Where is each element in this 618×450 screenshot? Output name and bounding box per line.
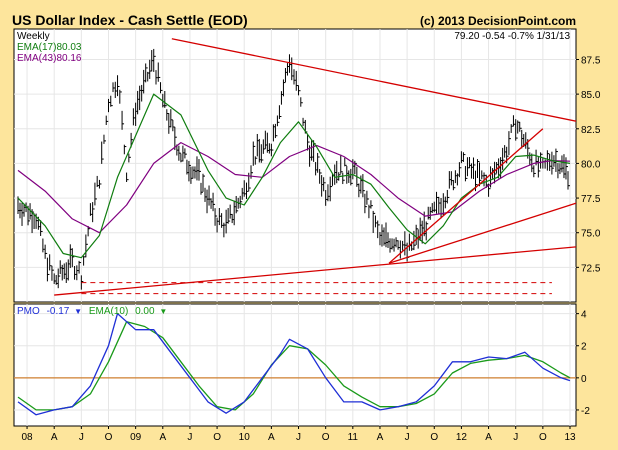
x-tick-label: A xyxy=(485,432,492,443)
pmo-down-arrow-icon: ▼ xyxy=(74,307,82,316)
ema43-legend-value: 80.16 xyxy=(56,53,81,64)
price-y-tick-label: 75.0 xyxy=(581,229,601,240)
price-panel xyxy=(13,28,577,303)
pmo-signal-line xyxy=(17,321,571,411)
trendline xyxy=(388,202,576,264)
x-tick-label: J xyxy=(187,432,192,443)
x-tick-label: J xyxy=(79,432,84,443)
x-tick-label: J xyxy=(405,432,410,443)
x-tick-label: O xyxy=(213,432,221,443)
ema43-legend: EMA(43)80.16 xyxy=(17,53,82,64)
x-tick-label: O xyxy=(539,432,547,443)
x-axis: 08 A J O 09 A J O 10 A J O 11 A J O 12 A J O 13 xyxy=(21,426,576,443)
price-y-tick-label: 72.5 xyxy=(581,263,601,274)
x-tick-label: A xyxy=(159,432,166,443)
pmo-panel xyxy=(13,303,577,427)
x-tick-label: O xyxy=(105,432,113,443)
pmo-ema-legend-value: 0.00 xyxy=(135,306,155,317)
x-tick-label: A xyxy=(377,432,384,443)
price-y-tick-label: 82.5 xyxy=(581,125,601,136)
price-y-axis: 72.5 75.0 77.5 80.0 82.5 85.0 87.5 xyxy=(576,55,601,274)
price-grid xyxy=(14,29,576,302)
ema17-legend: EMA(17)80.03 xyxy=(17,42,82,53)
x-tick-label: 11 xyxy=(348,432,359,443)
pmo-legend-value: -0.17 xyxy=(47,306,70,317)
pmo-y-tick-label: -2 xyxy=(581,406,590,417)
trendline xyxy=(54,246,576,296)
pmo-y-tick-label: 4 xyxy=(581,310,587,321)
pmo-legend-label: PMO xyxy=(17,306,40,317)
x-tick-label: 10 xyxy=(239,432,251,443)
ema17-legend-value: 80.03 xyxy=(56,42,81,53)
ema43-line xyxy=(17,142,571,234)
copyright-text: (c) 2013 DecisionPoint.com xyxy=(420,14,576,28)
ema43-legend-label: EMA(43) xyxy=(17,53,56,64)
price-y-tick-label: 77.5 xyxy=(581,194,601,205)
trendline xyxy=(171,38,576,122)
x-tick-label: A xyxy=(268,432,275,443)
pmo-line xyxy=(17,312,571,416)
x-tick-label: 08 xyxy=(21,432,33,443)
x-tick-label: 13 xyxy=(564,432,576,443)
trendlines xyxy=(54,38,576,296)
pmo-y-axis: -2 0 2 4 xyxy=(576,310,590,417)
x-tick-label: A xyxy=(51,432,58,443)
x-tick-label: 09 xyxy=(130,432,142,443)
x-tick-label: O xyxy=(430,432,438,443)
pmo-legend: PMO -0.17 ▼ EMA(10) 0.00 ▼ xyxy=(17,306,167,317)
x-tick-label: 12 xyxy=(456,432,468,443)
ema17-legend-label: EMA(17) xyxy=(17,42,56,53)
price-y-tick-label: 85.0 xyxy=(581,90,601,101)
quote-text: 79.20 -0.54 -0.7% 1/31/13 xyxy=(454,31,570,42)
pmo-ema-legend-label: EMA(10) xyxy=(89,306,128,317)
x-tick-label: J xyxy=(513,432,518,443)
pmo-y-tick-label: 0 xyxy=(581,374,587,385)
price-layer xyxy=(17,38,576,296)
x-tick-label: O xyxy=(322,432,330,443)
x-tick-label: J xyxy=(296,432,301,443)
price-y-tick-label: 87.5 xyxy=(581,55,601,66)
period-label: Weekly xyxy=(17,31,50,42)
price-y-tick-label: 80.0 xyxy=(581,159,601,170)
trendline xyxy=(388,128,544,264)
pmo-layer xyxy=(17,312,571,416)
pmo-ema-down-arrow-icon: ▼ xyxy=(159,307,167,316)
price-bars xyxy=(17,48,570,290)
pmo-y-tick-label: 2 xyxy=(581,342,587,353)
ema17-line xyxy=(17,93,571,259)
chart-title: US Dollar Index - Cash Settle (EOD) xyxy=(12,12,248,28)
